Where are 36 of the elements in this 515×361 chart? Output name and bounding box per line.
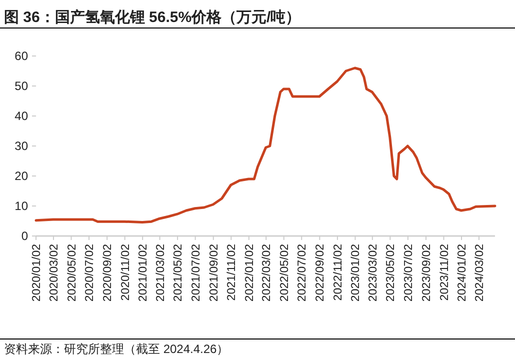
text: 资料来源：研究所整理（截至 2024.4.26） — [4, 342, 229, 356]
line-series — [34, 66, 496, 224]
x-tick-label: 2021/01/02 — [138, 244, 150, 302]
y-tick-label: 10 — [14, 199, 28, 214]
x-tick-label: 2023/09/02 — [421, 244, 433, 302]
x-tick-label: 2020/07/02 — [84, 244, 96, 302]
x-tick-label: 2021/09/02 — [208, 244, 220, 302]
x-tick-label: 2022/09/02 — [314, 244, 327, 302]
x-tick-label: 2022/01/02 — [244, 244, 256, 302]
x-tick-label: 2020/03/02 — [48, 244, 60, 302]
y-tick-label: 20 — [14, 169, 28, 184]
x-tick-label: 2021/05/02 — [172, 244, 185, 302]
x-tick-label: 2020/05/02 — [66, 244, 78, 302]
x-tick-label: 2024/03/02 — [474, 244, 486, 302]
x-tick-label: 2023/11/02 — [438, 244, 451, 301]
x-tick-label: 2023/05/02 — [385, 244, 398, 302]
chart-title: 图 36：国产氢氧化锂 56.5%价格（万元/吨） — [4, 9, 301, 26]
x-tick-label: 2023/01/02 — [350, 244, 362, 302]
x-tick-label: 2024/01/02 — [456, 244, 469, 302]
x-tick-label: 2023/07/02 — [402, 244, 415, 302]
x-tick-label: 2022/11/02 — [332, 244, 344, 301]
y-tick-label: 0 — [21, 229, 28, 244]
x-tick-label: 2021/07/02 — [190, 244, 202, 302]
x-tick-label: 2020/11/02 — [120, 244, 132, 301]
x-tick-label: 2022/05/02 — [278, 244, 291, 302]
y-tick-label: 60 — [14, 49, 28, 64]
y-tick-label: 50 — [14, 79, 28, 94]
x-tick-label: 2020/09/02 — [102, 244, 114, 302]
x-tick-label: 2021/11/02 — [226, 244, 238, 301]
y-tick-label: 40 — [14, 109, 28, 124]
x-tick-label: 2021/03/02 — [154, 244, 167, 302]
y-tick-label: 30 — [14, 139, 28, 154]
x-tick-label: 2022/03/02 — [261, 244, 274, 302]
x-tick-label: 2020/01/02 — [31, 244, 44, 302]
x-tick-label: 2023/03/02 — [367, 244, 380, 302]
x-tick-label: 2022/07/02 — [296, 244, 309, 302]
